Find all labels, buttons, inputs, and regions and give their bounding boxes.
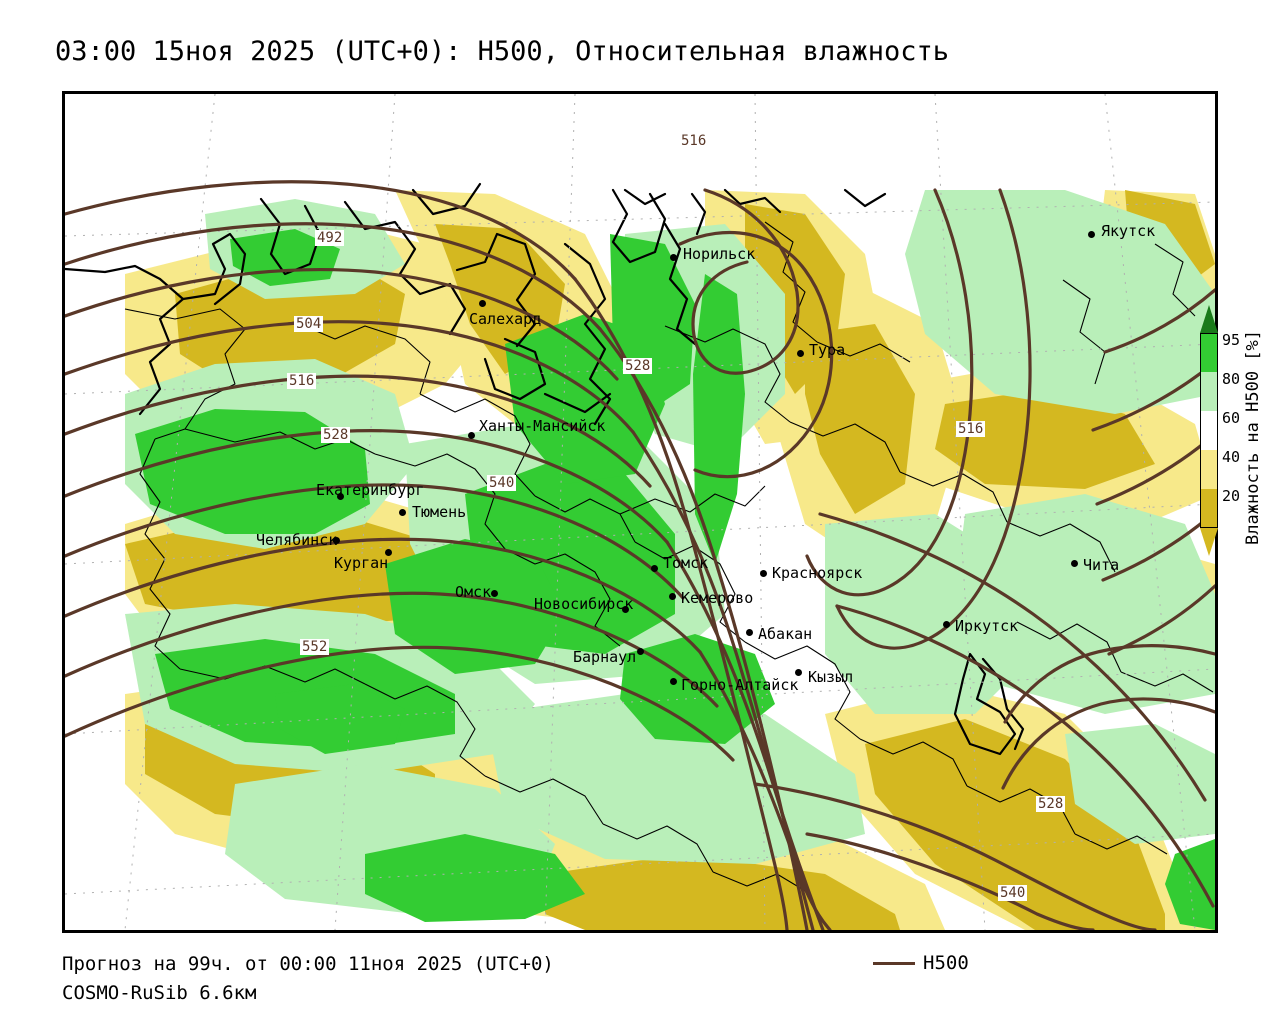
page-title: 03:00 15ноя 2025 (UTC+0): H500, Относите… (55, 36, 950, 67)
contour-label: 516 (956, 421, 986, 437)
city-label: Абакан (758, 625, 813, 643)
city-dot (385, 549, 392, 556)
contour-label: 552 (300, 639, 330, 655)
city-dot (468, 432, 475, 439)
h500-legend-line (873, 961, 915, 965)
contour-label: 528 (1036, 796, 1066, 812)
city-label: Кызыл (808, 668, 854, 686)
contour-label: 540 (487, 475, 517, 491)
city-dot (399, 509, 406, 516)
map-frame: 492 504 516 516 528 528 516 540 552 528 540 Якутск… (62, 91, 1218, 933)
h500-legend: H500 (873, 952, 969, 974)
city-dot (337, 493, 344, 500)
colorbar-tick-60: 60 (1222, 409, 1241, 427)
city-label: Тюмень (412, 503, 467, 521)
humidity-band-below-20 (125, 190, 1215, 930)
colorbar (1200, 333, 1218, 528)
city-dot (479, 300, 486, 307)
city-label: Челябинск (256, 531, 338, 549)
city-dot (797, 350, 804, 357)
forecast-line: Прогноз на 99ч. от 00:00 11ноя 2025 (UTC… (62, 953, 554, 975)
colorbar-seg-80-95 (1200, 333, 1218, 372)
city-dot (622, 606, 629, 613)
colorbar-seg-40-60 (1200, 411, 1218, 450)
contour-label: 540 (998, 885, 1028, 901)
city-dot (651, 565, 658, 572)
h500-contours (65, 180, 1215, 930)
city-label: Горно-Алтайск (681, 676, 799, 694)
city-label: Салехард (469, 310, 542, 328)
h500-legend-label: H500 (923, 952, 969, 974)
contour-label: 516 (287, 373, 317, 389)
city-dot (333, 537, 340, 544)
city-dot (670, 254, 677, 261)
city-label: Тура (809, 341, 846, 359)
city-dot (760, 570, 767, 577)
colorbar-tick-20: 20 (1222, 487, 1241, 505)
contour-label: 528 (623, 358, 653, 374)
contour-label: 504 (294, 316, 324, 332)
colorbar-group (1196, 305, 1220, 556)
model-line: COSMO-RuSib 6.6км (62, 982, 257, 1004)
colorbar-seg-0-20 (1200, 489, 1218, 528)
contour-label: 528 (321, 427, 351, 443)
weather-map-canvas (65, 94, 1215, 930)
city-label: Томск (663, 554, 709, 572)
city-label: Чита (1083, 556, 1120, 574)
city-label: Курган (334, 554, 389, 572)
city-dot (1071, 560, 1078, 567)
colorbar-axis-title: Влажность на H500 [%] (1243, 330, 1263, 545)
colorbar-tick-80: 80 (1222, 370, 1241, 388)
footer-text: Прогноз на 99ч. от 00:00 11ноя 2025 (UTC… (62, 950, 554, 1008)
colorbar-seg-60-80 (1200, 372, 1218, 411)
city-dot (943, 621, 950, 628)
city-label: Норильск (683, 245, 756, 263)
colorbar-bottom-arrow (1200, 528, 1218, 556)
city-label: Кемерово (681, 589, 754, 607)
city-label: Ханты-Мансийск (479, 417, 606, 435)
city-label: Якутск (1101, 222, 1156, 240)
city-dot (746, 629, 753, 636)
city-label: Новосибирск (534, 595, 634, 613)
city-dot (491, 590, 498, 597)
city-dot (670, 678, 677, 685)
city-label: Красноярск (772, 564, 863, 582)
city-label: Иркутск (955, 617, 1019, 635)
city-dot (669, 593, 676, 600)
city-dot (637, 648, 644, 655)
colorbar-tick-40: 40 (1222, 448, 1241, 466)
contour-label: 492 (315, 230, 345, 246)
city-dot (1088, 231, 1095, 238)
contour-label: 516 (679, 133, 709, 149)
city-dot (795, 669, 802, 676)
colorbar-top-arrow (1200, 305, 1218, 333)
city-label: Барнаул (573, 648, 637, 666)
colorbar-seg-20-40 (1200, 450, 1218, 489)
city-label: Омск (455, 583, 492, 601)
colorbar-tick-95: 95 (1222, 331, 1241, 349)
city-label: Екатеринбург (316, 481, 425, 499)
